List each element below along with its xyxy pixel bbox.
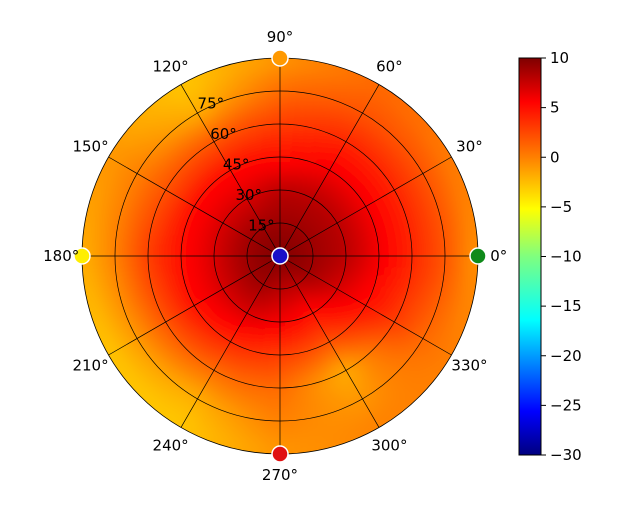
angular-tick-label: 210°	[72, 356, 108, 374]
colorbar-tick-label: −15	[550, 297, 582, 315]
data-marker	[271, 247, 289, 265]
tick-labels: 0° 30° 60° 90° 120° 150° 180° 210° 240° 270° 300° 3…	[43, 28, 507, 484]
colorbar-tick-label: −5	[550, 198, 572, 216]
colorbar-tick-label: 5	[550, 99, 560, 117]
data-marker	[469, 247, 487, 265]
angular-tick-label: 60°	[376, 58, 403, 76]
heat-cell	[323, 255, 336, 262]
angular-tick-label: 240°	[153, 436, 189, 454]
data-marker	[271, 49, 289, 67]
heat-cell	[378, 254, 391, 268]
colorbar-tick-label: 10	[550, 49, 569, 67]
angular-tick-label: 90°	[267, 28, 294, 46]
heat-cell	[356, 254, 369, 265]
heat-cell	[410, 254, 424, 271]
data-marker	[73, 247, 91, 265]
angular-tick-label: 150°	[72, 138, 108, 156]
angular-gridline	[279, 255, 452, 356]
colorbar-gradient	[518, 57, 542, 456]
radial-tick-label: 60°	[210, 125, 237, 143]
heat-cell	[345, 254, 358, 264]
angular-gridline	[108, 156, 281, 257]
heat-cell	[443, 253, 457, 274]
heat-cell	[399, 254, 413, 270]
angular-gridline	[279, 156, 452, 257]
radial-tick-label: 30°	[235, 186, 262, 204]
heat-cell	[432, 254, 446, 273]
colorbar-tick-label: −20	[550, 347, 582, 365]
heat-cell	[388, 254, 402, 269]
radial-tick-label: 75°	[198, 95, 225, 113]
heat-cell	[334, 254, 347, 263]
heat-cell	[454, 253, 468, 275]
marker-layer	[73, 49, 487, 463]
angular-tick-label: 180°	[43, 247, 79, 265]
angular-tick-label: 120°	[153, 58, 189, 76]
angular-gridline	[108, 255, 281, 356]
angular-gridline	[180, 255, 281, 428]
colorbar-tick-label: −25	[550, 396, 582, 414]
angular-tick-label: 0°	[490, 247, 507, 265]
radial-tick-label: 15°	[248, 217, 275, 235]
heat-cell	[367, 254, 380, 267]
colorbar-tick-label: 0	[550, 148, 560, 166]
angular-tick-label: 330°	[451, 356, 487, 374]
colorbar: 10 5 0 −5 −10 −15 −20 −25 −30	[518, 49, 582, 464]
colorbar-tick-label: −10	[550, 248, 582, 266]
angular-gridline	[279, 255, 380, 428]
angular-gridline	[279, 84, 380, 257]
angular-tick-label: 300°	[371, 436, 407, 454]
angular-tick-label: 270°	[262, 466, 298, 484]
colorbar-tick-label: −30	[550, 446, 582, 464]
heat-cell	[421, 254, 435, 272]
data-marker	[271, 445, 289, 463]
angular-gridline	[180, 84, 281, 257]
angular-tick-label: 30°	[456, 138, 483, 156]
radial-tick-label: 45°	[223, 156, 250, 174]
